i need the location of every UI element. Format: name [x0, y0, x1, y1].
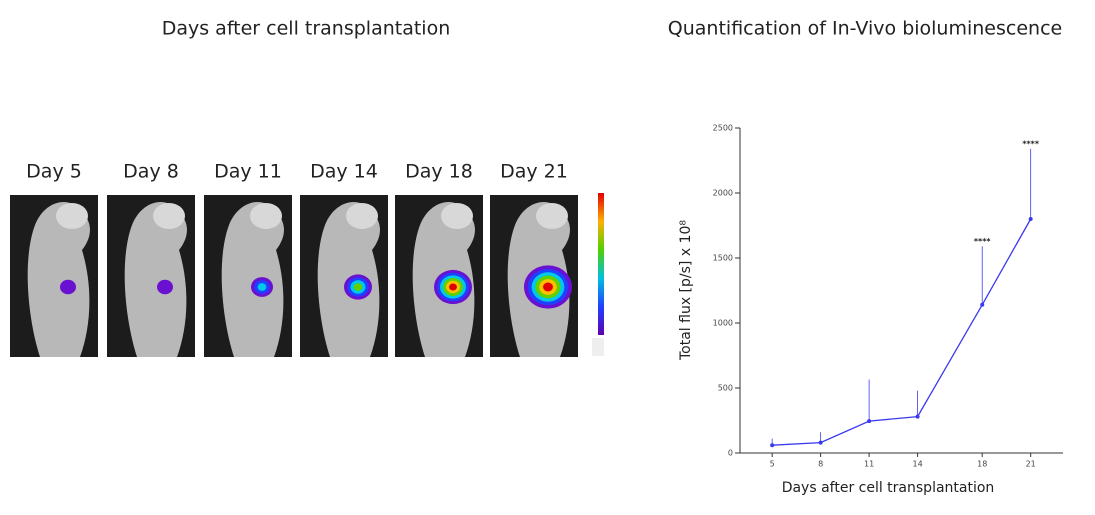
mouse-body — [124, 202, 187, 357]
x-tick-label: 18 — [977, 460, 987, 469]
mouse-body — [27, 202, 90, 357]
signal — [157, 279, 173, 295]
x-tick-label: 11 — [864, 460, 874, 469]
signal — [353, 283, 363, 291]
chart-title: Quantification of In-Vivo bioluminescenc… — [668, 18, 1062, 40]
point — [1028, 217, 1033, 221]
x-tick-label: 14 — [912, 460, 922, 469]
panel-title: Days after cell transplantation — [162, 18, 451, 40]
mouse-panels — [10, 195, 578, 357]
mouse-head — [536, 203, 568, 229]
day-label: Day 8 — [123, 161, 179, 183]
day-label: Day 21 — [500, 161, 568, 183]
point — [980, 302, 985, 307]
y-tick-label: 1000 — [713, 319, 733, 328]
annotation: **** — [1022, 139, 1040, 148]
x-tick-label: 21 — [1026, 460, 1036, 469]
color-bar-legend — [592, 338, 604, 356]
day-label: Day 18 — [405, 161, 473, 183]
x-axis-label: Days after cell transplantation — [782, 480, 995, 496]
day-label: Day 5 — [26, 161, 82, 183]
color-bar — [598, 193, 604, 335]
mouse-head — [441, 203, 473, 229]
point — [867, 419, 872, 424]
y-tick-label: 1500 — [713, 254, 733, 263]
x-tick-label: 8 — [818, 460, 823, 469]
mouse-head — [153, 203, 185, 229]
mouse-body — [221, 202, 284, 357]
signal — [60, 279, 76, 295]
mouse-head — [346, 203, 378, 229]
y-tick-label: 0 — [728, 449, 733, 458]
mouse-head — [56, 203, 88, 229]
point — [818, 440, 823, 445]
signal — [257, 283, 267, 291]
point — [770, 443, 775, 448]
y-tick-label: 2000 — [713, 189, 733, 198]
mouse-head — [250, 203, 282, 229]
annotation: **** — [974, 237, 992, 246]
day-label: Day 11 — [214, 161, 282, 183]
y-axis-label: Total flux [p/s] x 10⁸ — [678, 220, 694, 361]
signal — [449, 283, 457, 291]
signal — [543, 282, 553, 292]
y-tick-label: 500 — [718, 384, 733, 393]
x-tick-label: 5 — [770, 460, 775, 469]
line — [772, 218, 1032, 446]
point — [915, 414, 920, 419]
y-tick-label: 2500 — [713, 124, 733, 133]
day-label: Day 14 — [310, 161, 378, 183]
